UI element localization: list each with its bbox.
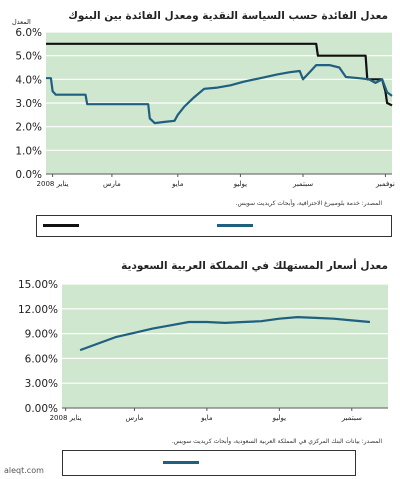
chart-1-series-2-line	[46, 63, 393, 125]
chart-1-xtick-label-3: يوليو	[233, 180, 247, 188]
chart-1-svg: 0.0% 1.0% 2.0% 3.0% 4.0% 5.0% 6.0% يناير 2008 ما…	[15, 27, 395, 188]
chart-2-xtick-label-4: سبتمبر	[341, 414, 362, 422]
chart-1-title: معدل الفائدة حسب السياسة النقدية ومعدل ا…	[68, 10, 388, 22]
chart-1-ytick-label-0: 0.0%	[15, 169, 42, 181]
chart-1-legend-series-1	[43, 224, 79, 227]
chart-1-ytick-label-4: 4.0%	[15, 74, 42, 86]
chart-2-svg: 0.00% 3.00% 6.00% 9.00% 12.00% 15.00% يناير 20…	[18, 279, 388, 422]
chart-1-ytick-label-2: 2.0%	[15, 122, 42, 134]
watermark: aleqt.com	[4, 466, 44, 475]
chart-1-ytick-label-3: 3.0%	[15, 98, 42, 110]
chart-1-xtick-label-5: نوفمبر	[375, 180, 395, 188]
chart-1-legend	[36, 215, 392, 237]
chart-2-series-1-line	[79, 316, 370, 352]
chart-2-xtick-label-0: يناير 2008	[50, 414, 82, 422]
chart-1-xtick-label-1: مارس	[103, 180, 121, 188]
chart-1-xtick-label-2: مايو	[171, 180, 184, 188]
chart-1-ytick-label-6: 6.0%	[15, 27, 42, 39]
chart-1-legend-series-2	[217, 224, 253, 227]
chart-1-source: المصدر: خدمة بلومبيرغ الاحترافية، وأبحاث…	[235, 200, 382, 207]
chart-2-source: المصدر: بيانات البنك المركزي في المملكة …	[171, 438, 382, 445]
chart-2-xtick-label-2: مايو	[200, 414, 213, 422]
chart-1-series-1-line	[46, 42, 393, 107]
chart-2-ytick-label-3: 9.00%	[25, 329, 58, 341]
chart-2-ytick-label-5: 15.00%	[18, 279, 58, 291]
chart-2-title: معدل أسعار المستهلك في المملكة العربية ا…	[121, 260, 388, 272]
chart-1-units-label: المعدل	[12, 18, 31, 26]
chart-2-xtick-label-3: يوليو	[272, 414, 286, 422]
chart-2-ytick-label-2: 6.00%	[25, 353, 58, 365]
chart-2-ytick-label-0: 0.00%	[25, 403, 58, 415]
chart-2-xtick-label-1: مارس	[126, 414, 144, 422]
chart-2-ytick-label-4: 12.00%	[18, 304, 58, 316]
chart-2-ytick-label-1: 3.00%	[25, 378, 58, 390]
chart-2-plot-area	[62, 284, 388, 408]
chart-1-ytick-label-5: 5.0%	[15, 51, 42, 63]
chart-1-panel: معدل الفائدة حسب السياسة النقدية ومعدل ا…	[12, 10, 395, 237]
chart-1-xtick-label-4: سبتمبر	[292, 180, 313, 188]
chart-2-legend	[62, 450, 356, 476]
chart-2-legend-series-1	[163, 461, 199, 464]
chart-1-xtick-label-0: يناير 2008	[37, 180, 69, 188]
chart-1-ytick-label-1: 1.0%	[15, 145, 42, 157]
chart-2-panel: معدل أسعار المستهلك في المملكة العربية ا…	[0, 240, 400, 479]
